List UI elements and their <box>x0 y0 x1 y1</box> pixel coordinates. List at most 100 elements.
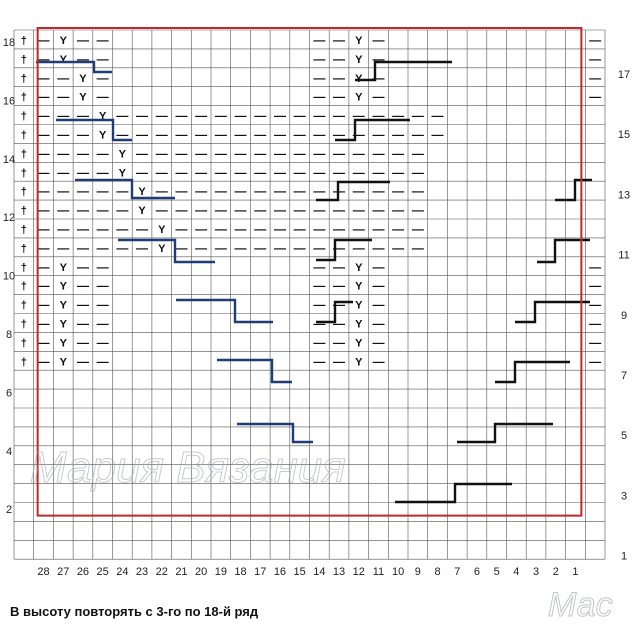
purl-symbol: — <box>57 127 69 141</box>
column-number: 21 <box>175 566 187 578</box>
purl-symbol: — <box>136 165 148 179</box>
purl-symbol: — <box>333 222 345 236</box>
purl-symbol: — <box>372 298 384 312</box>
column-number: 20 <box>195 566 207 578</box>
column-number: 17 <box>254 566 266 578</box>
column-numbers: 28 27 26 25 24 23 22 21 20 19 18 17 16 15 14 13 12 11 10 9 8… <box>37 566 578 578</box>
purl-symbol: — <box>97 146 109 160</box>
slip-stitch-symbol: Y <box>119 148 127 160</box>
row-number-right: 3 <box>621 490 627 502</box>
purl-symbol: — <box>372 354 384 368</box>
right-row-numbers: 17 15 13 11 9 7 5 3 1 <box>618 69 630 563</box>
purl-symbol: — <box>116 241 128 255</box>
purl-symbol: — <box>392 222 404 236</box>
purl-symbol: — <box>215 203 227 217</box>
purl-symbol: — <box>97 203 109 217</box>
purl-symbol: — <box>294 222 306 236</box>
purl-symbol: — <box>235 146 247 160</box>
purl-symbol: — <box>235 127 247 141</box>
purl-symbol: — <box>97 33 109 47</box>
repeat-frame <box>36 27 583 517</box>
purl-symbol: — <box>274 146 286 160</box>
purl-symbol: — <box>195 203 207 217</box>
purl-symbol: — <box>156 203 168 217</box>
purl-symbol: — <box>274 222 286 236</box>
slip-stitch-symbol: Y <box>355 54 363 66</box>
slip-stitch-symbol: Y <box>119 167 127 179</box>
purl-symbol: — <box>235 241 247 255</box>
purl-symbol: — <box>313 127 325 141</box>
edge-stitch-symbol: † <box>21 92 27 104</box>
purl-symbol: — <box>333 109 345 123</box>
edge-stitch-symbol: † <box>21 300 27 312</box>
shift-line <box>457 422 553 444</box>
purl-symbol: — <box>294 203 306 217</box>
purl-symbol: — <box>392 146 404 160</box>
purl-symbol: — <box>274 109 286 123</box>
purl-symbol: — <box>38 90 50 104</box>
purl-symbol: — <box>97 279 109 293</box>
purl-symbol: — <box>254 109 266 123</box>
edge-stitch-symbol: † <box>21 111 27 123</box>
purl-symbol: — <box>156 184 168 198</box>
purl-symbol: — <box>116 203 128 217</box>
purl-symbol: — <box>136 241 148 255</box>
purl-symbol: — <box>412 127 424 141</box>
purl-symbol: — <box>175 109 187 123</box>
purl-symbol: — <box>392 165 404 179</box>
purl-symbol: — <box>97 260 109 274</box>
purl-symbol: — <box>412 146 424 160</box>
purl-symbol: — <box>294 165 306 179</box>
purl-symbol: — <box>156 165 168 179</box>
purl-symbol: — <box>136 127 148 141</box>
purl-symbol: — <box>116 184 128 198</box>
column-number: 11 <box>373 566 384 578</box>
purl-symbol: — <box>77 33 89 47</box>
purl-symbol: — <box>235 184 247 198</box>
purl-symbol: — <box>38 33 50 47</box>
purl-symbol: — <box>353 203 365 217</box>
purl-symbol: — <box>432 109 444 123</box>
row-number-left: 10 <box>3 271 15 283</box>
column-number: 1 <box>572 566 578 578</box>
purl-symbol: — <box>412 165 424 179</box>
slip-stitch-symbol: Y <box>60 35 68 47</box>
row-number-left: 16 <box>3 95 15 107</box>
slip-stitch-symbol: Y <box>355 337 363 349</box>
row-number-left: 2 <box>6 504 12 516</box>
purl-symbol: — <box>38 203 50 217</box>
edge-stitch-symbol: † <box>21 262 27 274</box>
purl-symbol: — <box>38 184 50 198</box>
shift-line <box>495 360 570 384</box>
purl-symbol: — <box>372 90 384 104</box>
slip-stitch-symbol: Y <box>60 356 68 368</box>
purl-symbol: — <box>215 241 227 255</box>
purl-symbol: — <box>97 354 109 368</box>
purl-symbol: — <box>235 203 247 217</box>
purl-symbol: — <box>274 203 286 217</box>
column-number: 19 <box>215 566 227 578</box>
purl-symbol: — <box>116 222 128 236</box>
purl-symbol: — <box>38 335 50 349</box>
edge-stitch-symbol: † <box>21 167 27 179</box>
purl-symbol: — <box>392 203 404 217</box>
purl-symbol: — <box>215 165 227 179</box>
column-number: 27 <box>57 566 69 578</box>
column-number: 26 <box>77 566 89 578</box>
edge-stitch-symbol: † <box>21 205 27 217</box>
purl-symbol: — <box>215 184 227 198</box>
edge-stitch-symbol: † <box>21 318 27 330</box>
purl-symbol: — <box>195 127 207 141</box>
purl-symbol: — <box>392 184 404 198</box>
purl-symbol: — <box>589 52 601 66</box>
purl-symbol: — <box>372 316 384 330</box>
purl-symbol: — <box>392 127 404 141</box>
purl-symbol: — <box>589 316 601 330</box>
purl-symbol: — <box>294 127 306 141</box>
purl-symbol: — <box>333 52 345 66</box>
column-number: 10 <box>392 566 404 578</box>
purl-symbol: — <box>274 165 286 179</box>
purl-symbol: — <box>57 241 69 255</box>
column-number: 2 <box>553 566 559 578</box>
purl-symbol: — <box>77 260 89 274</box>
